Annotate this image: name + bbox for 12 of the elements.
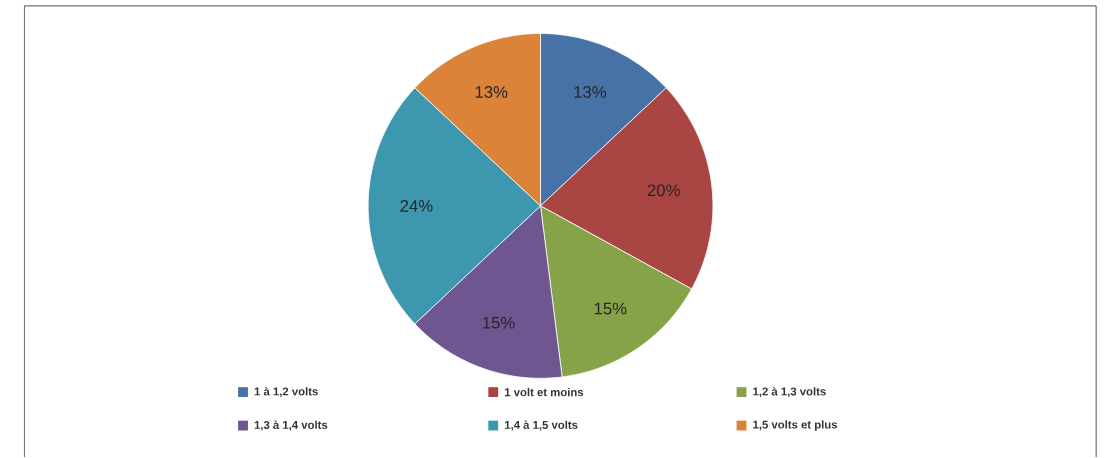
data-label: 20% bbox=[647, 184, 680, 197]
legend-label: 1 volt et moins bbox=[504, 388, 584, 397]
legend-label: 1,2 à 1,3 volts bbox=[753, 387, 826, 398]
data-label: 15% bbox=[594, 302, 627, 315]
legend-label: 1 à 1,2 volts bbox=[254, 387, 318, 398]
data-label: 15% bbox=[483, 316, 515, 329]
data-label: 24% bbox=[400, 200, 433, 212]
data-label: 13% bbox=[574, 86, 606, 99]
legend-label: 1,5 volts et plus bbox=[753, 420, 838, 432]
data-label: 13% bbox=[475, 86, 508, 99]
legend-label: 1,3 à 1,4 volts bbox=[254, 420, 328, 431]
legend-label: 1,4 à 1,5 volts bbox=[504, 420, 578, 431]
